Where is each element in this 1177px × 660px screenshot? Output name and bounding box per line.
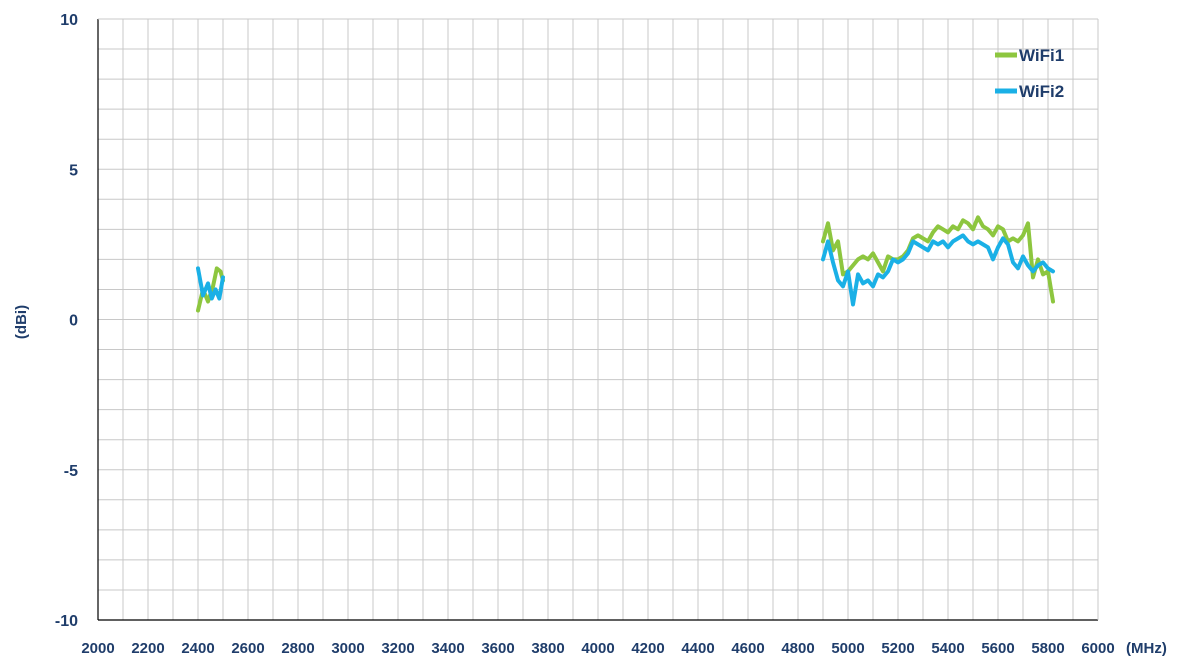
x-axis-label: (MHz) [1126,640,1167,657]
x-tick-label: 4000 [581,640,614,657]
x-tick-label: 3400 [431,640,464,657]
axes [97,18,1099,621]
x-tick-label: 5600 [981,640,1014,657]
x-tick-label: 6000 [1081,640,1114,657]
x-tick-label: 5800 [1031,640,1064,657]
x-tick-label: 4400 [681,640,714,657]
x-tick-label: 4200 [631,640,664,657]
x-tick-label: 3600 [481,640,514,657]
x-tick-label: 2800 [281,640,314,657]
series-wifi2 [196,233,1055,307]
tick-labels: 2000 2200 2400 2600 2800 3000 3200 3400 3600 3800… [55,12,1115,657]
x-tick-label: 3200 [381,640,414,657]
series-line-wifi2 [821,233,1055,307]
series-line-wifi1 [821,215,1055,304]
x-tick-label: 5000 [831,640,864,657]
x-tick-label: 3800 [531,640,564,657]
x-tick-label: 4800 [781,640,814,657]
y-axis-label: (dBi) [13,305,30,339]
x-tick-label: 5200 [881,640,914,657]
y-tick-label: 0 [69,313,78,330]
y-tick-label: -10 [55,613,78,630]
legend-label: WiFi2 [1019,82,1064,101]
x-tick-label: 2400 [181,640,214,657]
legend: WiFi1 WiFi2 [995,46,1064,101]
y-tick-label: -5 [64,463,78,480]
y-tick-label: 5 [69,162,78,179]
x-tick-label: 2000 [81,640,114,657]
series-line-wifi2 [196,266,225,301]
series-layer [196,215,1055,313]
x-tick-label: 2200 [131,640,164,657]
y-tick-label: 10 [60,12,78,29]
series-wifi1 [196,215,1055,313]
x-tick-label: 5400 [931,640,964,657]
grid [97,18,1099,621]
legend-label: WiFi1 [1019,46,1064,65]
x-tick-label: 3000 [331,640,364,657]
x-tick-label: 4600 [731,640,764,657]
x-tick-label: 2600 [231,640,264,657]
